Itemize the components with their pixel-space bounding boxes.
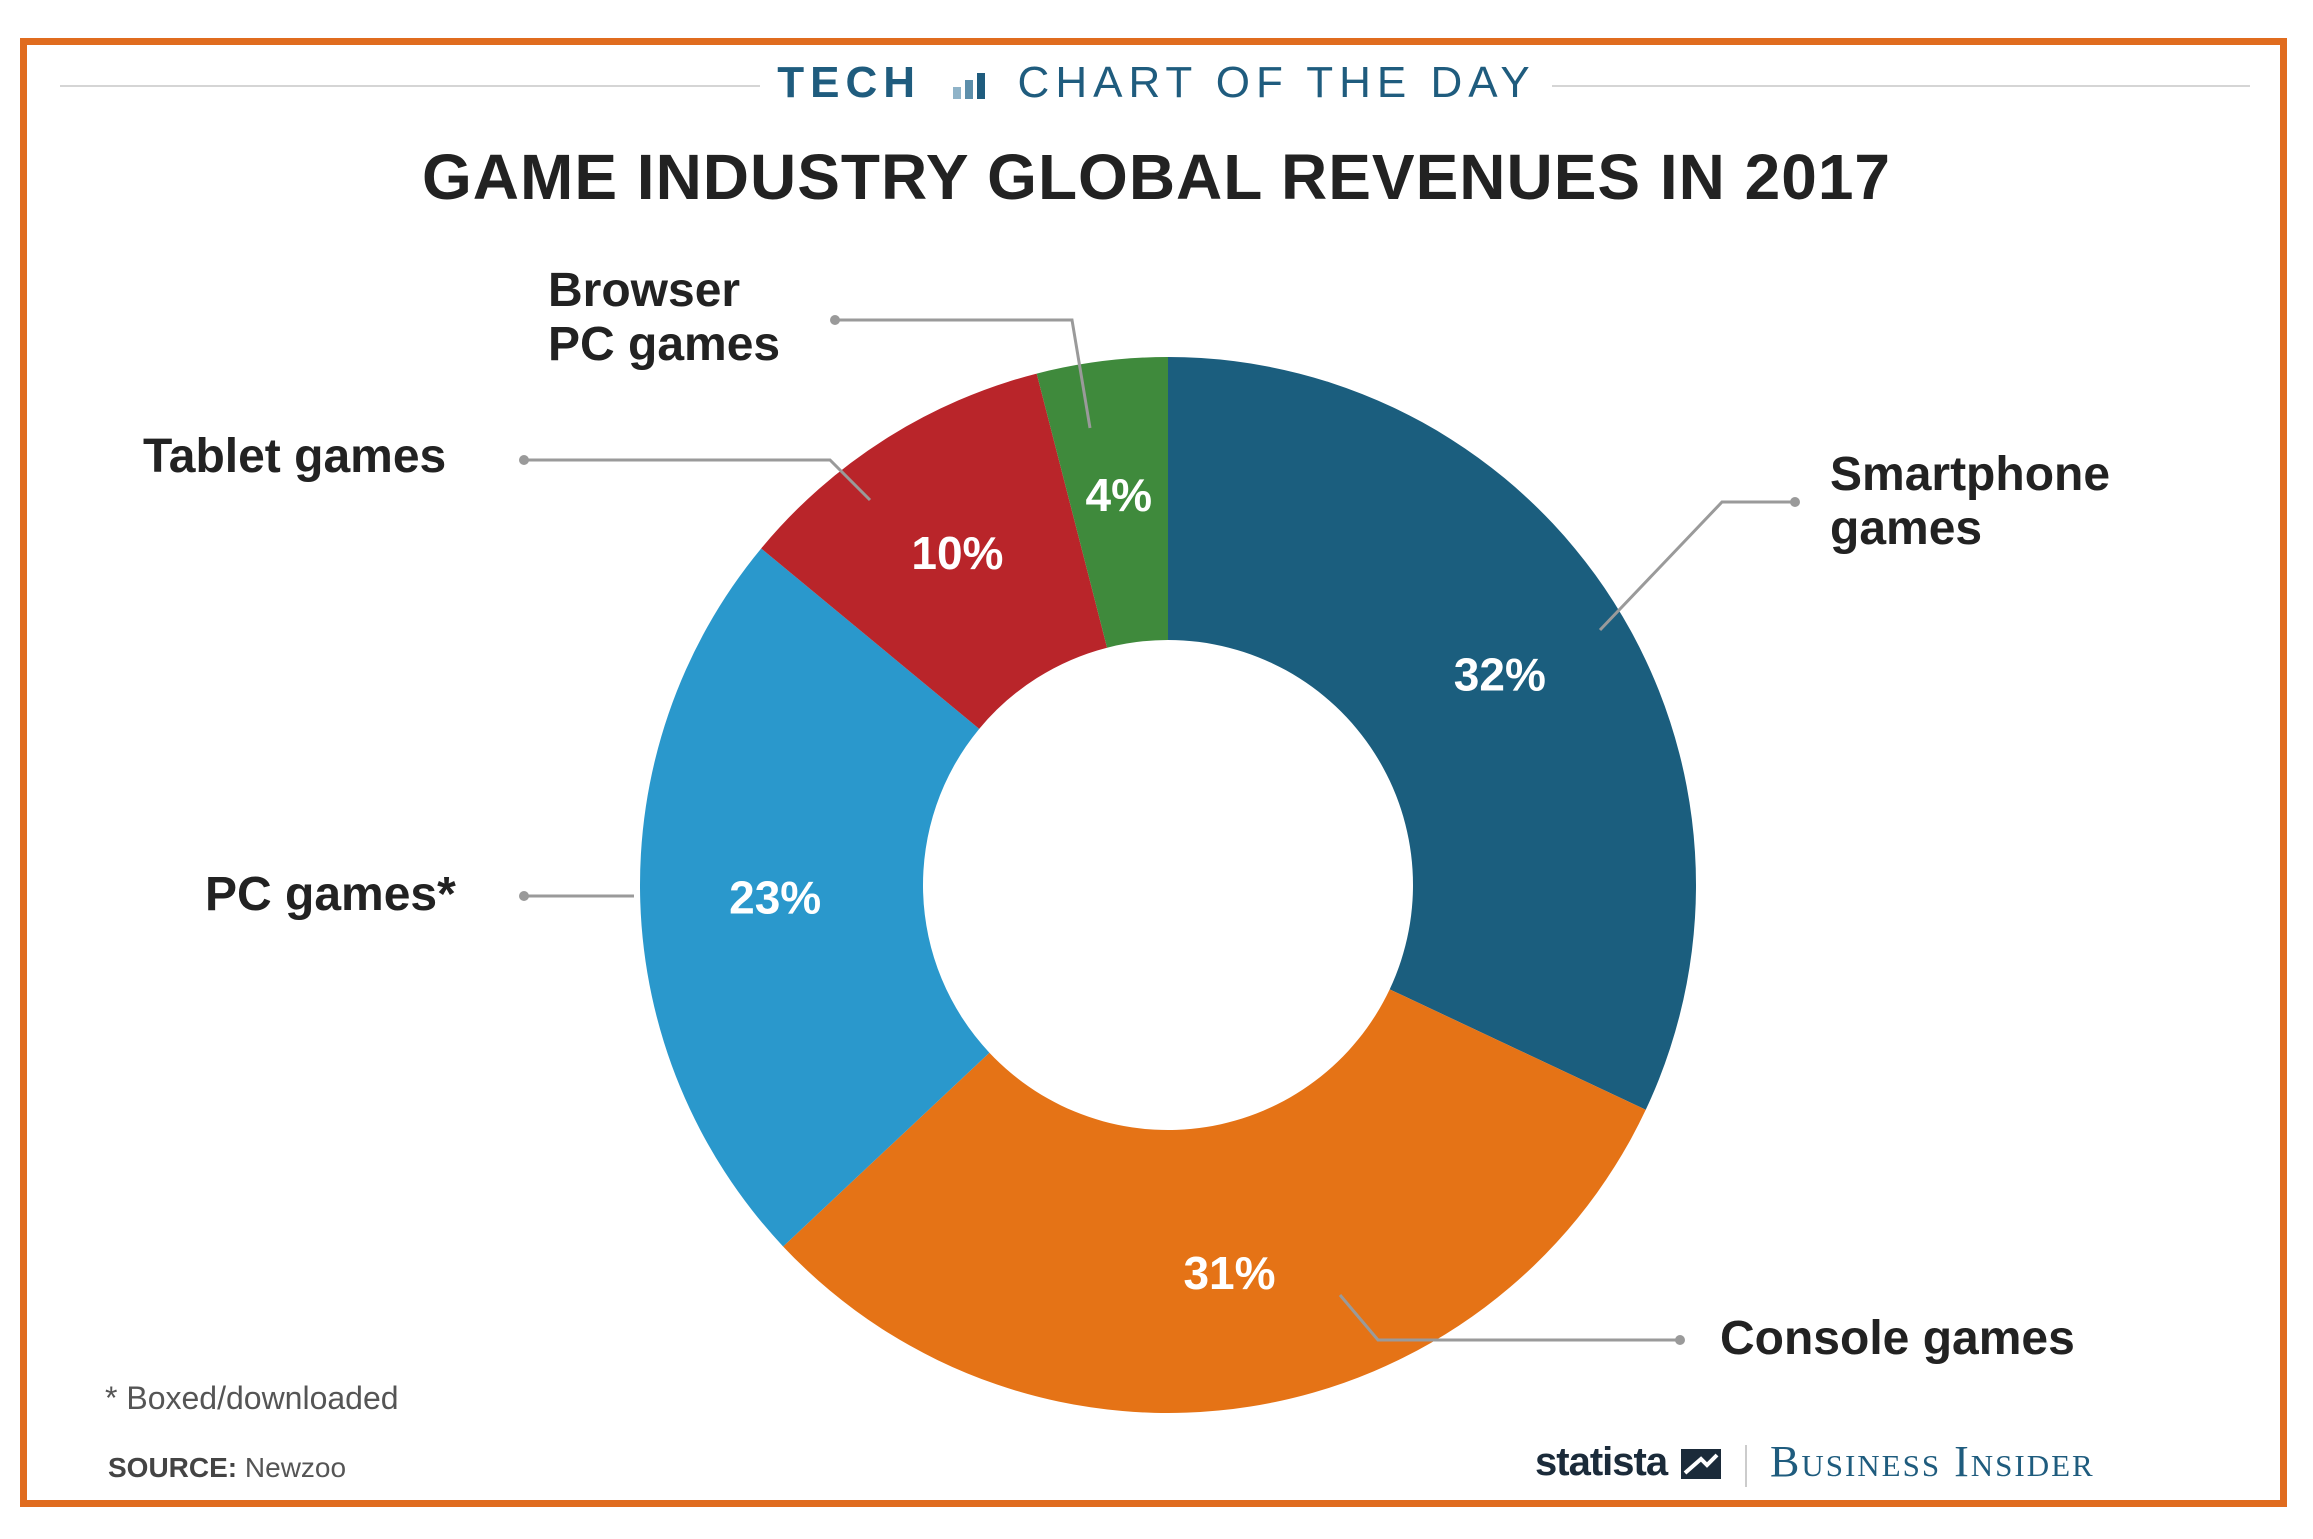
- source: SOURCE: Newzoo: [108, 1452, 346, 1484]
- slice-label-1: 31%: [1183, 1247, 1275, 1299]
- statista-logo: statista: [1535, 1440, 1722, 1485]
- slice-label-3: 10%: [911, 527, 1003, 579]
- kicker: TECH CHART OF THE DAY: [0, 58, 2313, 108]
- label-tablet: Tablet games: [143, 430, 447, 483]
- label-smartphone-line2: games: [1830, 502, 1983, 555]
- kicker-tech: TECH: [777, 58, 922, 107]
- slice-tablet-games: [761, 373, 1108, 729]
- footnote: * Boxed/downloaded: [105, 1380, 399, 1416]
- label-console: Console games: [1720, 1312, 2075, 1365]
- slice-pc-games: [640, 548, 990, 1247]
- slice-smartphone-games: [1168, 357, 1697, 1110]
- kicker-rule-left: [60, 85, 760, 87]
- bar-chart-icon: [953, 73, 986, 100]
- leader-dot-browser: [830, 315, 840, 325]
- leader-smartphone: [1598, 500, 1795, 632]
- label-browser-line2: PC games: [548, 318, 781, 371]
- slice-label-4: 4%: [1086, 469, 1152, 521]
- leader-console: [1338, 1294, 1680, 1342]
- slice-label-0: 32%: [1454, 648, 1546, 700]
- leader-dot-tablet: [519, 455, 529, 465]
- label-browser: Browser PC games: [548, 264, 780, 372]
- leader-dot-console: [1675, 1335, 1685, 1345]
- source-value: Newzoo: [244, 1452, 347, 1483]
- label-smartphone-line1: Smartphone: [1830, 448, 2111, 501]
- leader-dot-pc: [519, 891, 529, 901]
- slice-console-games: [783, 989, 1646, 1414]
- leader-dot-smartphone: [1790, 497, 1800, 507]
- statista-mark-icon: [1681, 1449, 1722, 1480]
- kicker-rest: CHART OF THE DAY: [1017, 58, 1536, 107]
- leader-tablet: [524, 458, 872, 502]
- label-browser-line1: Browser: [548, 264, 741, 317]
- label-pc: PC games*: [205, 868, 456, 921]
- leader-browser: [835, 318, 1092, 429]
- slice-browser-pc-games: [1036, 357, 1168, 648]
- business-insider-logo: Business Insider: [1770, 1437, 2095, 1486]
- statista-text: statista: [1535, 1440, 1668, 1484]
- brand-separator: [1745, 1445, 1747, 1487]
- label-smartphone: Smartphone games: [1830, 448, 2110, 556]
- source-label: SOURCE:: [108, 1452, 238, 1483]
- kicker-rule-right: [1550, 85, 2250, 87]
- chart-title: GAME INDUSTRY GLOBAL REVENUES IN 2017: [422, 141, 1891, 213]
- slice-label-2: 23%: [729, 871, 821, 923]
